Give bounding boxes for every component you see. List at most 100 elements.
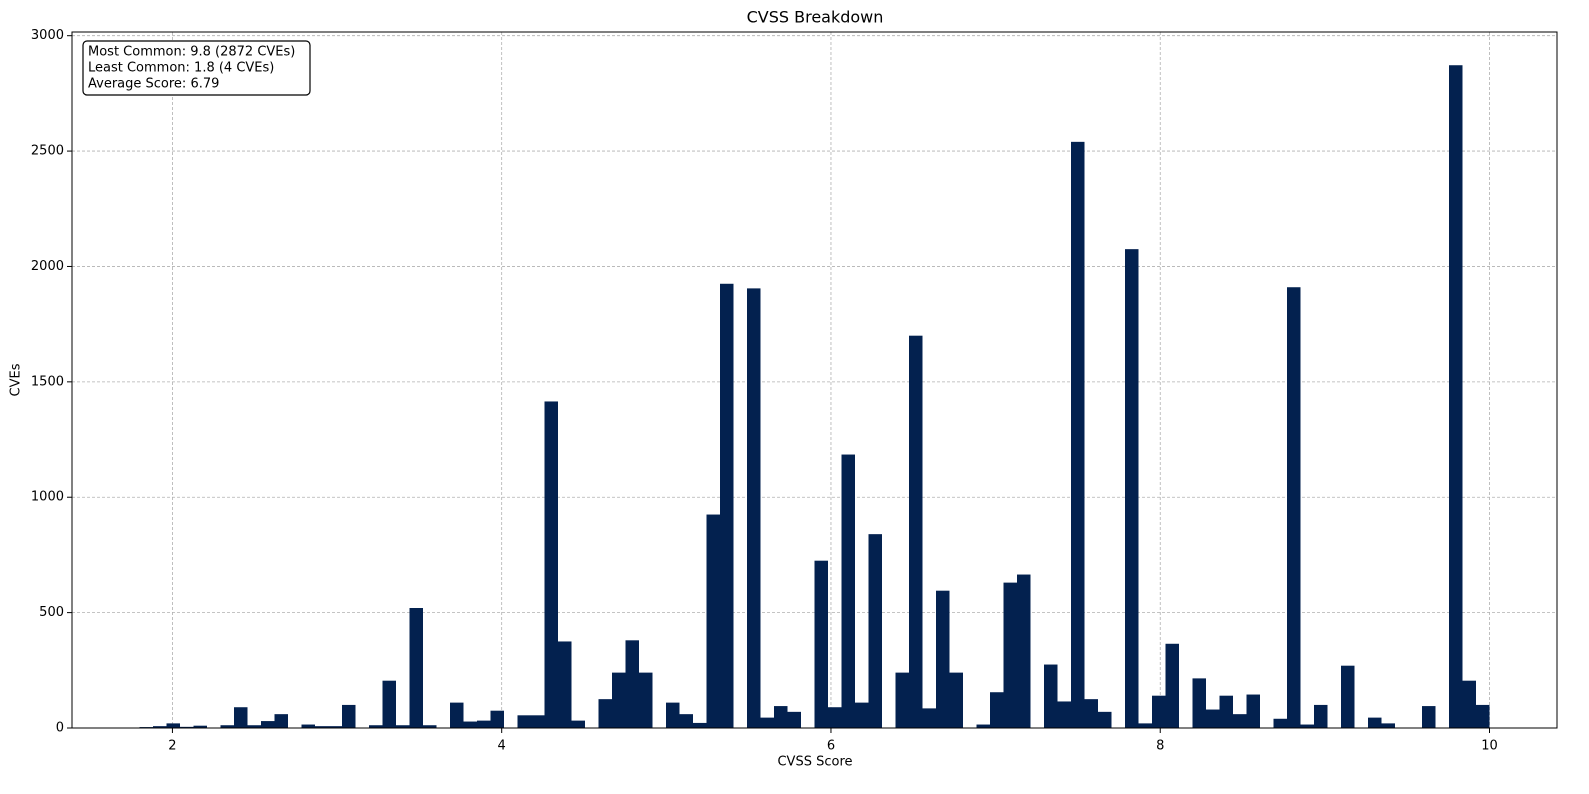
x-tick-label: 6: [827, 739, 835, 754]
bar: [247, 725, 261, 728]
bar: [868, 534, 882, 728]
bar: [828, 707, 842, 728]
bar: [1422, 706, 1436, 728]
bar: [1273, 718, 1287, 728]
bar: [1246, 694, 1260, 728]
bar: [220, 725, 234, 728]
bar: [328, 726, 342, 728]
bar: [760, 717, 774, 728]
bar: [463, 721, 477, 728]
bar: [166, 723, 180, 728]
bar: [1341, 665, 1355, 728]
bar: [193, 725, 207, 728]
annotation: Least Common: 1.8 (4 CVEs): [88, 61, 274, 76]
bar: [1138, 723, 1152, 728]
chart-title: CVSS Breakdown: [747, 8, 884, 27]
bar: [490, 710, 504, 728]
bar: [814, 560, 828, 728]
bar: [706, 514, 720, 728]
y-tick-label: 1000: [31, 490, 64, 505]
bar: [409, 608, 423, 728]
annotation-box: [82, 40, 311, 96]
bar: [558, 641, 572, 728]
bar: [936, 590, 950, 728]
bar: [1206, 709, 1220, 728]
bar: [679, 714, 693, 728]
bar: [153, 726, 167, 728]
bar: [1476, 704, 1490, 728]
bar: [477, 720, 491, 728]
x-tick-label: 8: [1156, 739, 1164, 754]
bar: [922, 708, 936, 728]
bar: [1287, 287, 1301, 728]
bar: [1017, 574, 1031, 728]
x-tick-label: 10: [1481, 739, 1498, 754]
bar: [517, 715, 531, 728]
bar: [1125, 249, 1139, 728]
bar: [1057, 701, 1071, 728]
bar: [531, 715, 545, 728]
bar: [990, 692, 1004, 728]
bar: [612, 672, 626, 728]
y-tick-label: 0: [56, 721, 64, 736]
bar: [855, 702, 869, 728]
x-tick-label: 2: [168, 739, 176, 754]
bar: [1462, 680, 1476, 728]
bar: [180, 726, 194, 728]
y-tick-label: 3000: [31, 28, 64, 43]
bar: [1314, 704, 1328, 728]
bar: [787, 711, 801, 728]
y-tick-label: 2000: [31, 259, 64, 274]
bar: [315, 726, 329, 728]
bar: [666, 702, 680, 728]
bar: [1152, 695, 1166, 728]
bar: [625, 640, 639, 728]
bar: [949, 672, 963, 728]
bar: [1233, 714, 1247, 728]
bar: [261, 721, 275, 728]
bar: [369, 725, 383, 728]
bar: [423, 725, 437, 728]
bar: [1449, 65, 1463, 728]
bar: [301, 724, 315, 728]
x-axis-label: CVSS Score: [777, 755, 852, 770]
bar: [1165, 643, 1179, 728]
bar: [909, 335, 923, 728]
bar: [234, 707, 248, 728]
bar: [1003, 582, 1017, 728]
bar: [1381, 723, 1395, 728]
annotation: Most Common: 9.8 (2872 CVEs): [88, 45, 295, 60]
annotation: Average Score: 6.79: [88, 77, 219, 92]
bar: [720, 283, 734, 728]
bar: [895, 672, 909, 728]
bar: [274, 714, 288, 728]
bar: [342, 704, 356, 728]
y-tick-label: 1500: [31, 374, 64, 389]
y-tick-label: 2500: [31, 144, 64, 159]
bar: [639, 672, 653, 728]
y-tick-label: 500: [39, 605, 64, 620]
bar: [1300, 724, 1314, 728]
bar: [1071, 141, 1085, 728]
bar: [841, 454, 855, 728]
bar: [544, 401, 558, 728]
y-axis-label: CVEs: [9, 363, 24, 396]
bar: [1084, 699, 1098, 728]
bar: [1192, 678, 1206, 728]
bar: [450, 702, 464, 728]
x-tick-label: 4: [498, 739, 506, 754]
bar: [1044, 664, 1058, 728]
bar: [1368, 717, 1382, 728]
bar: [396, 725, 410, 728]
bar: [747, 288, 761, 728]
bar: [976, 724, 990, 728]
bar: [571, 720, 585, 728]
bar: [693, 722, 707, 728]
bar: [1219, 695, 1233, 728]
bar: [382, 680, 396, 728]
bar: [598, 699, 612, 728]
bar: [1098, 711, 1112, 728]
bar: [774, 706, 788, 728]
axes-frame: [71, 31, 1558, 729]
